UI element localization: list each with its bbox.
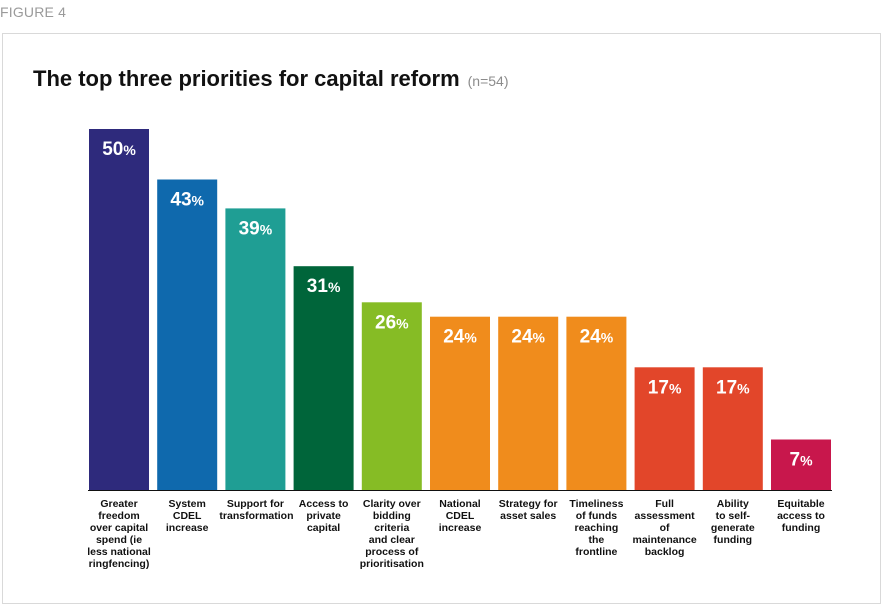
bar [498,316,559,490]
category-label: Support for transformation [219,498,294,522]
bar [430,316,490,490]
category-label: National CDEL increase [438,498,482,534]
category-label: Strategy for asset sales [498,498,558,522]
bar [361,302,422,490]
bar-value-label: 17% [648,377,682,398]
bar-value-label: 17% [716,377,750,398]
chart-title-row: The top three priorities for capital ref… [33,66,509,92]
bar [771,439,831,490]
bar-value-label: 31% [307,276,341,297]
figure-label: FIGURE 4 [0,4,67,20]
chart-title: The top three priorities for capital ref… [33,66,460,91]
category-label: Full assessment of maintenance backlog [632,498,697,558]
bar [89,129,149,490]
bar-value-label: 24% [443,327,477,348]
bar-value-label: 43% [170,190,204,211]
bar-value-label: 24% [580,327,614,348]
category-label: System CDEL increase [165,498,209,534]
bar [157,179,218,490]
bar [702,367,763,490]
bar-value-label: 7% [789,450,813,471]
bar-value-label: 24% [511,327,545,348]
bar [634,367,695,490]
chart-subtitle: (n=54) [467,73,509,89]
bar [293,266,354,490]
category-label: Timeliness of funds reaching the frontline [569,498,624,558]
category-label: Greater freedom over capital spend (ie less … [87,498,151,570]
category-label: Access to private capital [298,498,349,534]
bar-value-label: 50% [102,139,136,160]
bar-value-label: 26% [375,312,409,333]
category-label: Ability to self-generate funding [710,498,755,546]
category-label: Equitable access to funding [777,498,825,534]
bar-value-label: 39% [239,218,273,239]
bar [225,208,286,490]
bar [566,316,627,490]
category-label: Clarity over bidding criteria and clear pro… [359,498,424,570]
